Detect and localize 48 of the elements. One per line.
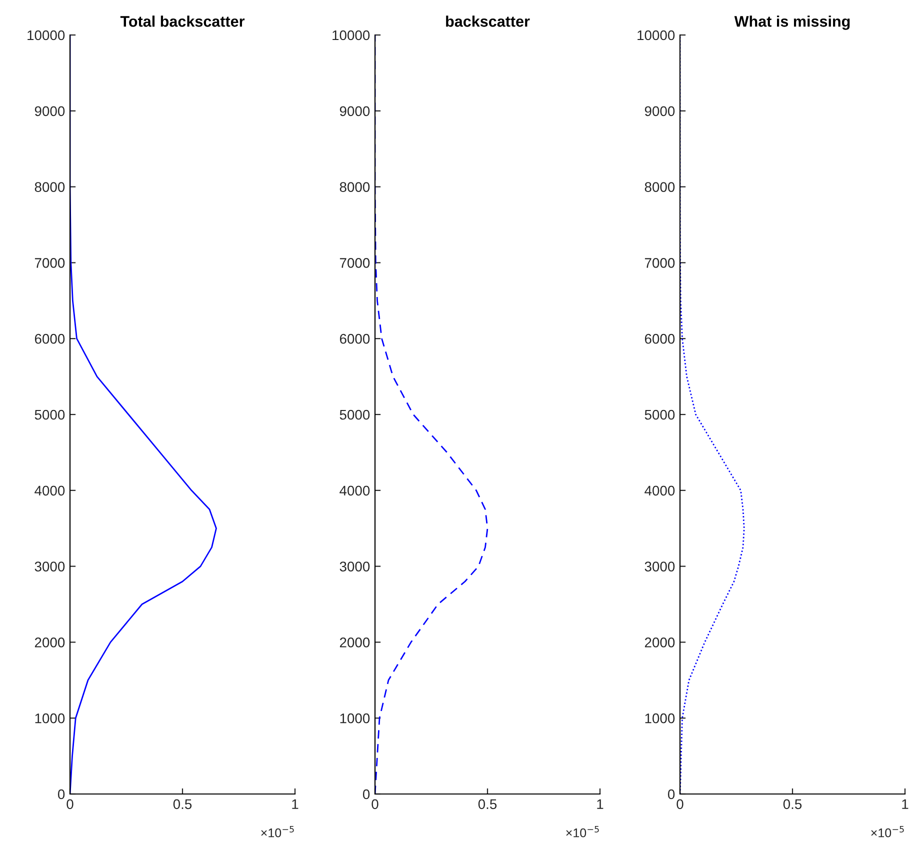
y-tick-label: 8000 [34,182,65,192]
y-tick-label: 0 [362,789,370,800]
text: ×10$^{−5}$ [261,826,294,838]
y-tick-label: 6000 [340,334,370,344]
y-tick-label: 9000 [644,106,675,116]
y-tick-label: 7000 [340,258,370,268]
y-tick-label: 2000 [644,638,675,648]
x-tick-label: 1 [597,799,604,809]
x-tick-label: 0.5 [478,799,497,810]
y-tick-label: 4000 [644,486,675,496]
y-tick-label: 10000 [28,30,65,40]
x-tick-label: 0 [372,799,378,810]
y-tick-label: 4000 [340,486,370,496]
y-tick-label: 9000 [34,106,65,116]
y-tick-label: 6000 [34,334,65,344]
y-tick-label: 3000 [34,562,65,572]
y-tick-label: 7000 [644,258,675,268]
y-tick-label: 2000 [340,638,370,648]
y-tick-label: 3000 [644,562,675,572]
y-tick-label: 10000 [332,30,370,40]
y-tick-label: 5000 [644,410,675,420]
y-tick-label: 3000 [340,562,370,572]
y-tick-label: 9000 [340,106,370,116]
y-tick-label: 1000 [645,713,675,724]
chart-title: backscatter [446,16,530,27]
y-tick-label: 5000 [34,410,65,420]
y-tick-label: 4000 [34,486,65,496]
chart-title: What is missing [734,16,850,30]
y-tick-label: 5000 [340,410,370,420]
y-tick-label: 2000 [34,638,65,648]
x-tick-label: 1 [902,799,908,809]
x-tick-label: 0.5 [783,799,802,810]
y-tick-label: 6000 [644,334,675,344]
x-tick-label: 1 [292,799,298,809]
y-tick-label: 7000 [34,258,65,268]
y-tick-label: 1000 [340,713,370,724]
y-tick-label: 8000 [340,182,370,192]
y-tick-label: 0 [58,789,65,800]
x-tick-label: 0 [676,799,684,810]
text: ×10$^{−5}$ [871,826,904,838]
y-tick-label: 10000 [638,30,675,40]
x-tick-label: 0.5 [173,799,192,810]
y-tick-label: 8000 [644,182,675,192]
y-tick-label: 0 [668,789,675,800]
text: ×10$^{−5}$ [566,826,599,838]
x-tick-label: 0 [66,799,74,810]
chart-title: Total backscatter [120,16,245,27]
y-tick-label: 1000 [35,713,65,724]
